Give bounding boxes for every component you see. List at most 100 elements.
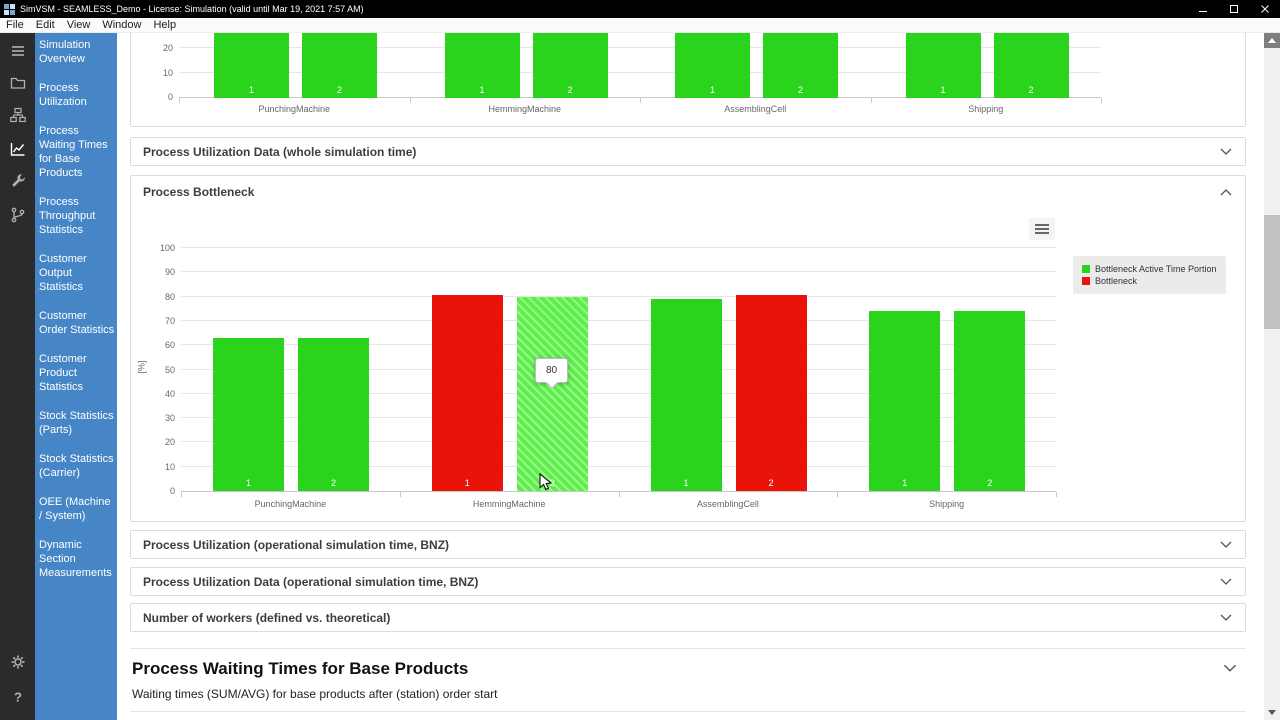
bar-assemblingcell-2[interactable]: 2 [735,295,807,491]
bar-shipping-2[interactable]: 2 [954,311,1026,491]
chevron-down-icon[interactable] [1219,540,1233,549]
bar-shipping-1[interactable]: 1 [905,33,981,98]
bar-hemmingmachine-1[interactable]: 1 [444,33,520,98]
settings-gear-icon[interactable] [0,650,35,674]
x-category-label: PunchingMachine [254,499,327,509]
scrollbar-thumb[interactable] [1264,215,1280,329]
branch-icon[interactable] [0,203,35,227]
bar-assemblingcell-2[interactable]: 2 [763,33,838,98]
panel-utilization-data-whole[interactable]: Process Utilization Data (whole simulati… [130,137,1246,166]
sidebar-item-stock-statistics-parts[interactable]: Stock Statistics (Parts) [39,410,114,436]
open-folder-icon[interactable] [0,71,35,95]
bar-data-label: 1 [248,85,254,95]
scroll-down-button[interactable] [1264,705,1280,720]
sidebar-item-stock-statistics-carrier[interactable]: Stock Statistics (Carrier) [39,453,114,479]
bar-data-label: 1 [464,478,470,488]
menu-window[interactable]: Window [102,19,142,31]
main-content: 0 10 20 1 2 1 2 1 2 1 2 PunchingMachine HemmingMachi… [117,33,1264,720]
bar-shipping-2[interactable]: 2 [993,33,1069,98]
x-category-label: PunchingMachine [258,104,331,114]
y-tick-label: 20 [162,43,173,53]
vertical-scrollbar[interactable] [1264,33,1280,720]
tooltip-value: 80 [546,365,558,376]
gridline [181,247,1056,248]
chevron-down-icon[interactable] [1219,147,1233,156]
bar-assemblingcell-1[interactable]: 1 [650,299,722,491]
sidebar-item-customer-order-statistics[interactable]: Customer Order Statistics [39,310,115,336]
chevron-down-icon[interactable] [1219,613,1233,622]
scroll-up-button[interactable] [1264,33,1280,48]
bar-punchingmachine-1[interactable]: 1 [214,33,289,98]
gridline [181,465,1056,467]
x-category-label: AssemblingCell [724,104,787,114]
y-tick-label: 80 [164,291,175,302]
y-tick-label: 70 [164,315,175,326]
y-tick-label: 0 [169,486,175,496]
y-tick-label: 90 [164,267,175,278]
x-category-label: HemmingMachine [472,499,546,509]
mouse-cursor [539,472,553,497]
gridline [181,344,1056,346]
bar-data-label: 1 [709,85,715,95]
x-category-label: HemmingMachine [488,104,562,114]
panel-utilization-bnz[interactable]: Process Utilization (operational simulat… [130,530,1246,559]
panel-utilization-data-bnz[interactable]: Process Utilization Data (operational si… [130,567,1246,596]
sidebar-item-process-waiting-times-for-base-products[interactable]: Process Waiting Times for Base Products [39,125,108,179]
y-tick-label: 40 [164,388,175,399]
bar-shipping-1[interactable]: 1 [869,311,941,491]
chevron-up-icon[interactable] [1219,188,1233,197]
legend-item-bottleneck[interactable]: Bottleneck [1082,276,1217,286]
sidebar-item-process-throughput-statistics[interactable]: Process Throughput Statistics [39,196,96,236]
sidebar-nav: Simulation Overview Process Utilization Pr… [35,33,117,720]
menu-file[interactable]: File [6,19,24,31]
menu-icon[interactable] [0,39,35,63]
y-tick-label: 100 [159,243,175,253]
bar-hemmingmachine-1[interactable]: 1 [431,295,503,491]
bar-data-label: 1 [479,85,485,95]
sidebar-item-dynamic-section-measurements[interactable]: Dynamic Section Measurements [39,539,112,579]
bar-punchingmachine-2[interactable]: 2 [298,337,369,491]
bar-punchingmachine-2[interactable]: 2 [302,33,377,98]
y-tick-label: 30 [164,413,175,424]
section-process-waiting-times[interactable]: Process Waiting Times for Base Products … [130,648,1246,712]
y-tick-label: 20 [164,437,175,448]
chevron-down-icon[interactable] [1219,577,1233,586]
panel-header[interactable]: Process Bottleneck [131,176,1245,199]
menu-edit[interactable]: Edit [35,19,55,31]
bar-assemblingcell-1[interactable]: 1 [675,33,750,98]
sidebar-item-oee-machine-system[interactable]: OEE (Machine / System) [39,496,111,522]
gridline [179,71,1101,73]
help-icon[interactable]: ? [0,685,35,709]
menu-help[interactable]: Help [153,19,177,31]
menu-view[interactable]: View [66,19,91,31]
icon-rail: ? [0,33,35,720]
window-title: SimVSM - SEAMLESS_Demo - License: Simula… [20,4,364,14]
panel-title: Process Bottleneck [143,185,255,199]
bar-data-label: 2 [330,478,336,488]
legend-label: Bottleneck Active Time Portion [1095,264,1217,274]
menubar: File Edit View Window Help [0,18,1280,33]
close-button[interactable] [1249,0,1280,18]
sidebar-item-simulation-overview[interactable]: Simulation Overview [39,39,91,65]
bar-data-label: 2 [797,85,803,95]
sidebar-item-process-utilization[interactable]: Process Utilization [39,82,87,108]
bar-hemmingmachine-2[interactable]: 2 [516,296,588,491]
line-chart-icon[interactable] [0,137,35,161]
y-tick-label: 10 [162,67,173,78]
sidebar-item-customer-product-statistics[interactable]: Customer Product Statistics [39,353,87,393]
wrench-icon[interactable] [0,169,35,193]
panel-title: Number of workers (defined vs. theoretic… [143,610,391,625]
minimize-button[interactable] [1187,0,1218,18]
panel-number-of-workers[interactable]: Number of workers (defined vs. theoretic… [130,603,1246,632]
bar-punchingmachine-1[interactable]: 1 [213,337,284,491]
chevron-down-icon[interactable] [1222,663,1238,673]
bar-hemmingmachine-2[interactable]: 2 [532,33,608,98]
bar-data-label: 2 [987,478,993,488]
maximize-button[interactable] [1218,0,1249,18]
panel-title: Process Utilization (operational simulat… [143,537,450,552]
legend-item-bottleneck-active-time-portion[interactable]: Bottleneck Active Time Portion [1082,264,1217,274]
bottleneck-chart-plot: 0 10 20 30 40 50 60 70 80 90 100 1 2 1 2 1 2 1 2 PunchingMa… [160,243,1057,509]
chart-context-menu-button[interactable] [1029,218,1055,240]
hierarchy-icon[interactable] [0,103,35,127]
sidebar-item-customer-output-statistics[interactable]: Customer Output Statistics [39,253,87,293]
